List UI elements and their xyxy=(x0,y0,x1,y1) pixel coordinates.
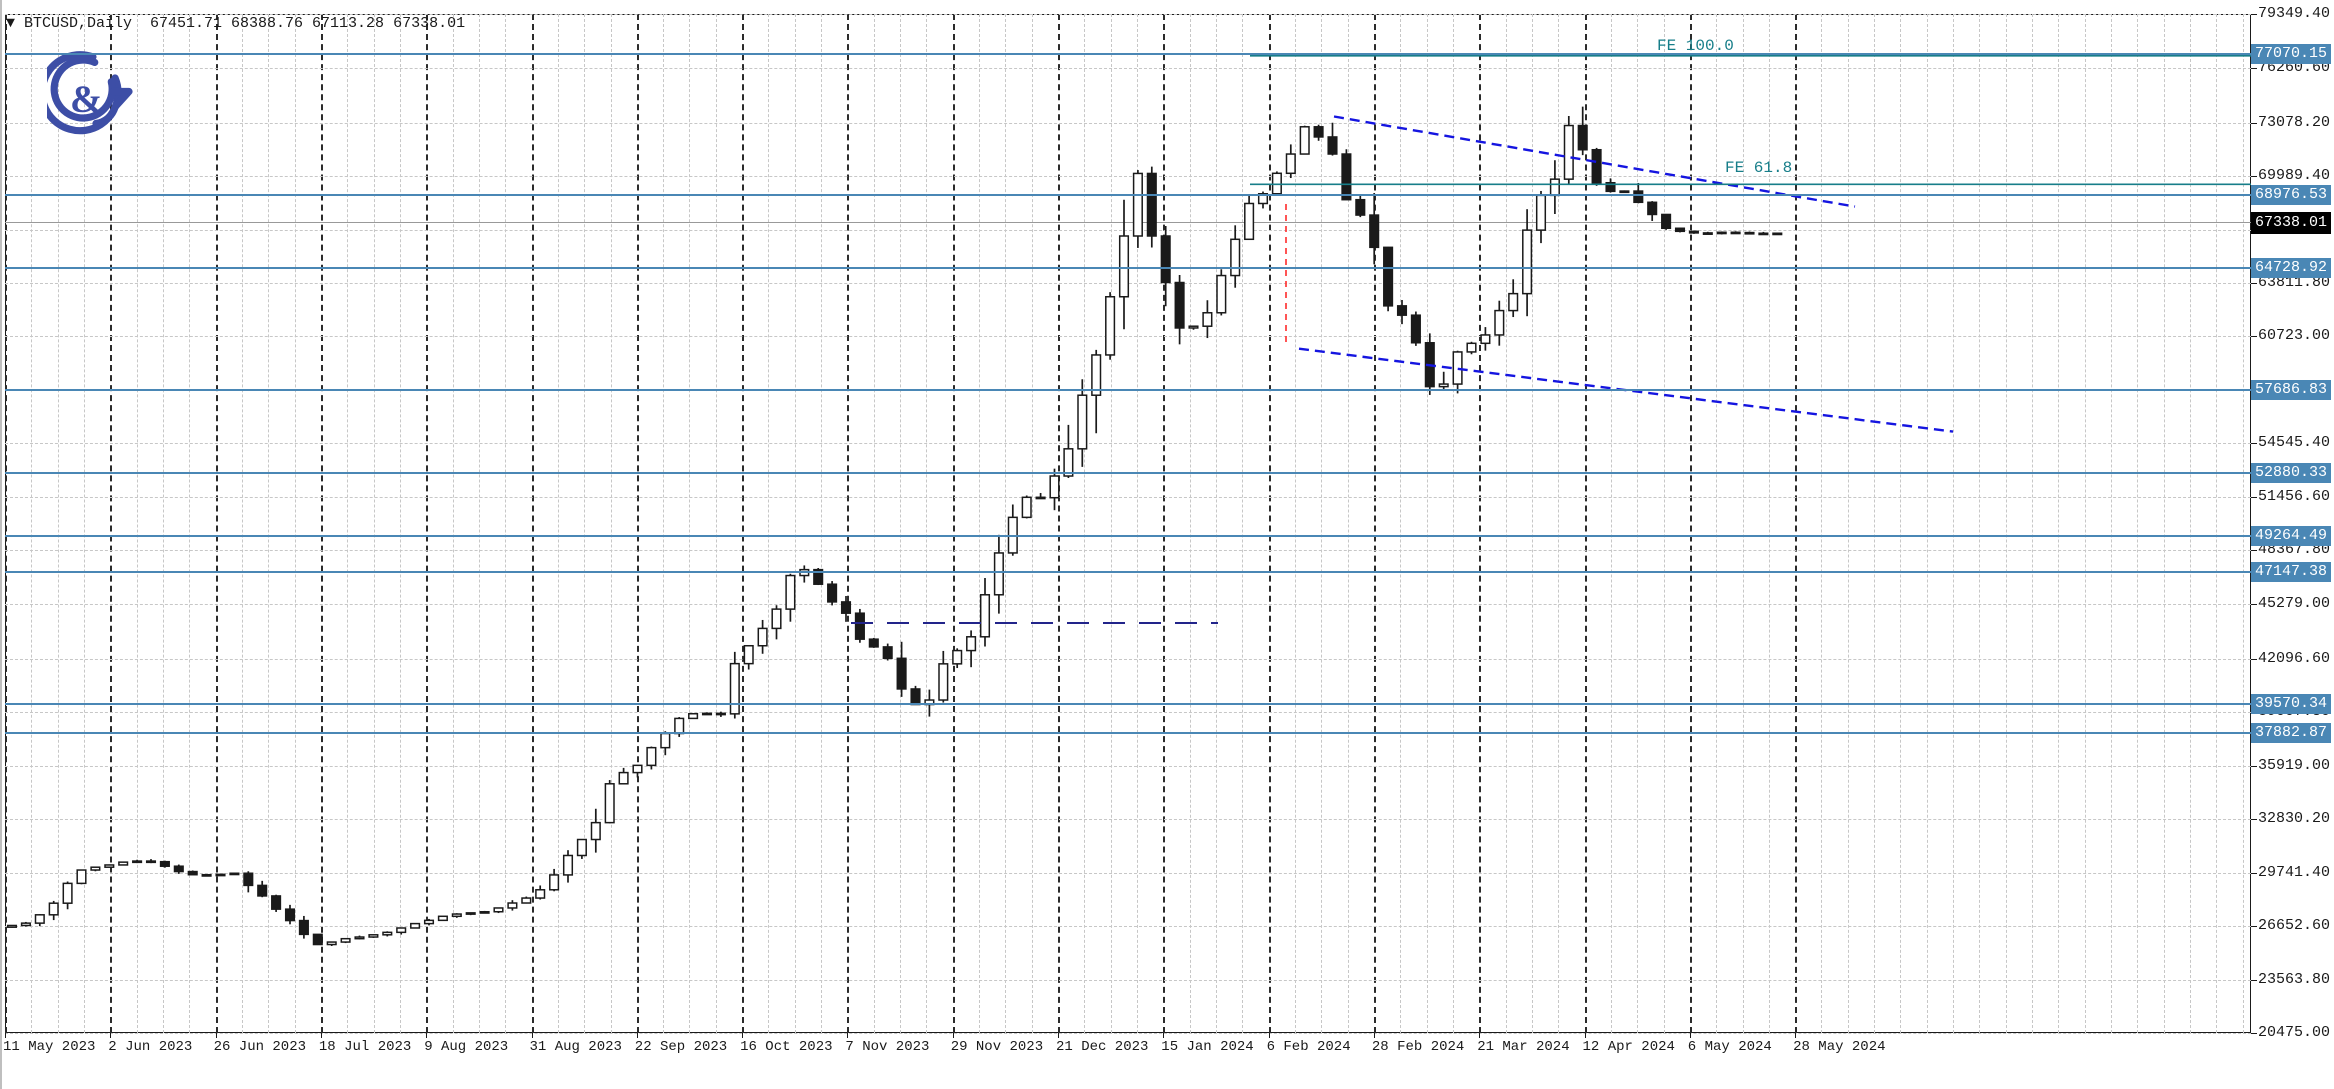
svg-text:FE 100.0: FE 100.0 xyxy=(1657,37,1734,55)
svg-text:&: & xyxy=(70,78,103,121)
svg-text:FE 61.8: FE 61.8 xyxy=(1725,159,1792,177)
